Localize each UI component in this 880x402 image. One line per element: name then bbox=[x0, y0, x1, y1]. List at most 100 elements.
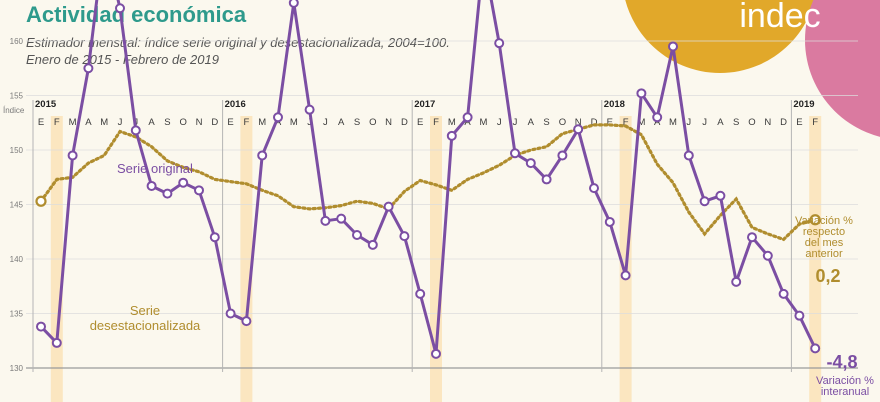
month-label: A bbox=[464, 117, 471, 128]
month-label: A bbox=[654, 117, 661, 128]
y-axis-title: Índice bbox=[3, 106, 25, 115]
original-point bbox=[383, 201, 394, 212]
original-point bbox=[510, 148, 520, 159]
monthly-variation-label: anterior bbox=[805, 248, 843, 260]
month-label: D bbox=[780, 117, 787, 128]
month-label: A bbox=[275, 117, 282, 128]
month-label: O bbox=[559, 117, 566, 128]
month-label: D bbox=[401, 117, 408, 128]
month-label: J bbox=[513, 117, 518, 128]
month-label: S bbox=[354, 117, 360, 128]
series-group bbox=[35, 0, 821, 359]
original-point bbox=[225, 308, 236, 319]
original-point bbox=[209, 232, 220, 243]
original-point bbox=[794, 310, 805, 321]
month-label: N bbox=[575, 117, 582, 128]
month-label: S bbox=[164, 117, 170, 128]
month-label: M bbox=[290, 117, 298, 128]
month-label: J bbox=[497, 117, 502, 128]
original-point bbox=[194, 185, 204, 196]
month-label: J bbox=[118, 117, 123, 128]
original-point bbox=[241, 316, 252, 327]
month-label: M bbox=[669, 117, 677, 128]
y-tick-label: 160 bbox=[10, 37, 24, 46]
original-point bbox=[399, 231, 410, 242]
month-label: D bbox=[211, 117, 218, 128]
month-label: M bbox=[448, 117, 456, 128]
series-label-seasonal-line2: desestacionalizada bbox=[90, 318, 201, 333]
original-point bbox=[446, 130, 457, 141]
y-tick-label: 145 bbox=[10, 201, 24, 210]
original-point bbox=[810, 343, 821, 354]
year-label: 2016 bbox=[225, 99, 246, 110]
month-label: A bbox=[717, 117, 724, 128]
logo-pink-circle bbox=[805, 0, 880, 137]
original-point bbox=[778, 288, 789, 299]
original-point bbox=[525, 158, 536, 169]
yoy-variation-value: -4,8 bbox=[826, 352, 857, 372]
page-title: Actividad económica bbox=[26, 2, 247, 27]
month-label: O bbox=[369, 117, 376, 128]
original-point bbox=[636, 88, 647, 99]
monthly-variation-label: del mes bbox=[805, 237, 844, 249]
month-label: A bbox=[85, 117, 92, 128]
month-label: J bbox=[323, 117, 328, 128]
month-label: A bbox=[148, 117, 155, 128]
month-label: J bbox=[702, 117, 707, 128]
month-label: E bbox=[38, 117, 44, 128]
original-point bbox=[541, 174, 552, 185]
original-point bbox=[573, 124, 584, 135]
y-tick-label: 155 bbox=[10, 92, 24, 101]
original-point bbox=[352, 230, 362, 241]
original-point bbox=[494, 38, 505, 49]
original-point bbox=[162, 188, 173, 199]
year-label: 2015 bbox=[35, 99, 57, 110]
original-point bbox=[130, 125, 141, 136]
original-point bbox=[367, 239, 378, 250]
month-label: J bbox=[686, 117, 691, 128]
monthly-variation-label: respecto bbox=[803, 226, 845, 238]
month-label: F bbox=[54, 117, 60, 128]
series-line-original bbox=[39, 0, 817, 356]
original-point bbox=[699, 196, 710, 207]
month-label: M bbox=[258, 117, 266, 128]
original-point bbox=[683, 150, 694, 161]
month-label: F bbox=[433, 117, 439, 128]
yoy-variation-label: Variación % bbox=[816, 375, 874, 387]
seasonal-endpoint bbox=[35, 195, 47, 207]
month-label: N bbox=[385, 117, 392, 128]
month-label: O bbox=[180, 117, 187, 128]
year-label: 2017 bbox=[414, 99, 435, 110]
original-point bbox=[557, 150, 568, 161]
original-point bbox=[67, 150, 78, 161]
original-point bbox=[288, 0, 299, 8]
yoy-variation-label: interanual bbox=[821, 386, 869, 398]
original-point bbox=[415, 288, 426, 299]
original-point bbox=[431, 348, 441, 359]
month-label: A bbox=[338, 117, 345, 128]
original-point bbox=[146, 180, 157, 191]
original-point bbox=[652, 112, 663, 123]
month-label: J bbox=[307, 117, 312, 128]
month-label: F bbox=[812, 117, 818, 128]
original-point bbox=[462, 112, 473, 123]
month-label: D bbox=[591, 117, 598, 128]
axis-group: 130135140145150155160165170Índice2015201… bbox=[3, 37, 818, 373]
original-point bbox=[178, 177, 189, 188]
year-label: 2019 bbox=[793, 99, 814, 110]
month-label: N bbox=[764, 117, 771, 128]
original-point bbox=[715, 190, 726, 201]
series-label-original: Serie original bbox=[117, 161, 193, 176]
original-point bbox=[273, 112, 283, 123]
original-point bbox=[320, 215, 331, 226]
monthly-variation-label: Variación % bbox=[795, 215, 853, 227]
series-label-seasonal-line1: Serie bbox=[130, 303, 160, 318]
y-tick-label: 135 bbox=[10, 310, 24, 319]
original-point bbox=[762, 250, 773, 261]
monthly-variation-value: 0,2 bbox=[815, 266, 840, 286]
original-point bbox=[36, 321, 46, 332]
original-point bbox=[83, 63, 94, 74]
month-label: E bbox=[796, 117, 802, 128]
